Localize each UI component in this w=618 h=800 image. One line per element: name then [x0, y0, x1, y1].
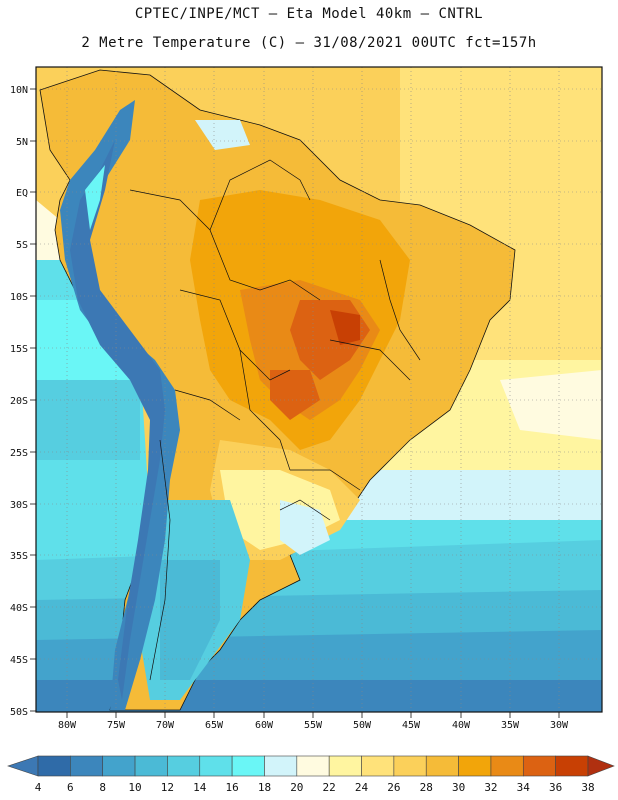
- colorbar-label: 34: [517, 781, 531, 794]
- map-subtitle: 2 Metre Temperature (C) – 31/08/2021 00U…: [81, 35, 537, 51]
- lat-label: 20S: [10, 396, 28, 407]
- lat-label: 30S: [10, 500, 28, 511]
- colorbar-label: 22: [323, 781, 336, 794]
- colorbar-swatch: [425, 755, 459, 777]
- colorbar-label: 36: [549, 781, 562, 794]
- lon-label: 30W: [550, 720, 569, 731]
- lon-label: 45W: [402, 720, 421, 731]
- lon-label: 75W: [107, 720, 126, 731]
- lon-label: 55W: [304, 720, 323, 731]
- lat-label: 25S: [10, 448, 28, 459]
- colorbar-swatch: [393, 755, 427, 777]
- colorbar-swatch: [522, 755, 556, 777]
- colorbar-label: 4: [35, 781, 42, 794]
- lat-label: 45S: [10, 655, 28, 666]
- lon-label: 80W: [58, 720, 77, 731]
- colorbar-label: 18: [258, 781, 271, 794]
- colorbar-label: 10: [128, 781, 141, 794]
- colorbar-swatch: [361, 755, 395, 777]
- lon-label: 35W: [501, 720, 520, 731]
- colorbar-label: 12: [161, 781, 174, 794]
- lat-label: 40S: [10, 603, 28, 614]
- lon-label: 50W: [353, 720, 372, 731]
- lat-label: 35S: [10, 551, 28, 562]
- lat-label: 10S: [10, 292, 28, 303]
- colorbar-label: 30: [452, 781, 465, 794]
- colorbar-swatch: [102, 755, 136, 777]
- colorbar-swatch: [231, 755, 265, 777]
- colorbar-label: 32: [484, 781, 497, 794]
- axis-ticks: [30, 88, 560, 718]
- colorbar-swatch: [490, 755, 524, 777]
- colorbar-label: 14: [193, 781, 207, 794]
- colorbar-swatch: [328, 755, 362, 777]
- country-borders: [129, 159, 421, 681]
- colorbar-label: 24: [355, 781, 369, 794]
- lat-label: 10N: [10, 85, 28, 96]
- colorbar-swatch: [555, 755, 589, 777]
- lon-label: 70W: [156, 720, 175, 731]
- lat-label: 5N: [16, 137, 28, 148]
- colorbar-arrow-left: [7, 755, 39, 777]
- colorbar-label: 8: [99, 781, 106, 794]
- colorbar-swatch: [37, 755, 71, 777]
- colorbar-swatch: [167, 755, 201, 777]
- colorbar-label: 20: [290, 781, 303, 794]
- lon-label: 65W: [205, 720, 224, 731]
- lat-labels: 10N 5N EQ 5S 10S 15S 20S 25S 30S 35S 40S…: [10, 85, 28, 718]
- colorbar-label: 26: [387, 781, 400, 794]
- colorbar-swatch: [264, 755, 298, 777]
- lon-labels: 80W 75W 70W 65W 60W 55W 50W 45W 40W 35W …: [58, 720, 569, 731]
- lat-label: EQ: [16, 188, 28, 199]
- lat-label: 5S: [16, 240, 28, 251]
- colorbar-swatch: [70, 755, 104, 777]
- colorbar-label: 38: [581, 781, 594, 794]
- colorbar-swatch: [458, 755, 492, 777]
- colorbar-swatch: [134, 755, 168, 777]
- colorbar-arrow-right: [587, 755, 615, 777]
- map-plot-area: [36, 67, 602, 712]
- andes-cold-band: [60, 100, 180, 710]
- lon-label: 60W: [255, 720, 274, 731]
- colorbar-label: 28: [420, 781, 433, 794]
- colorbar-label: 6: [67, 781, 74, 794]
- colorbar-swatch: [296, 755, 330, 777]
- colorbar: 4 6 8 10 12 14 16 18 20 22 24 26 28 30 32 34 36 38: [7, 755, 615, 794]
- colorbar-label: 16: [225, 781, 238, 794]
- lat-label: 15S: [10, 344, 28, 355]
- lat-label: 50S: [10, 707, 28, 718]
- map-border: [35, 66, 603, 713]
- lon-label: 40W: [452, 720, 471, 731]
- colorbar-swatch: [199, 755, 233, 777]
- map-title: CPTEC/INPE/MCT – Eta Model 40km – CNTRL: [134, 6, 484, 22]
